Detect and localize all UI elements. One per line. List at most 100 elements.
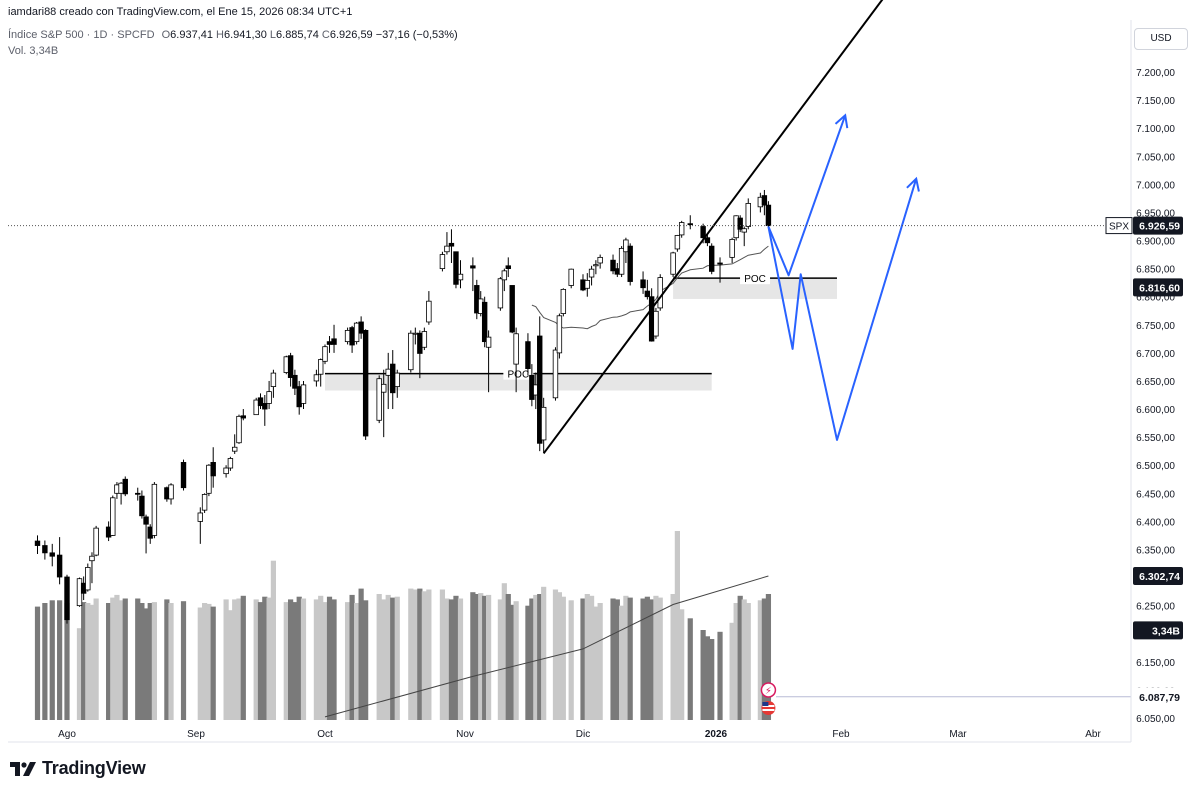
x-tick-label: Sep [187, 729, 205, 740]
volume-bar [390, 597, 396, 720]
price-axis: 7.200,00 7.150,00 7.100,00 7.050,00 7.000,00… [1105, 20, 1184, 742]
lightning-icon: ⚡ [765, 686, 772, 697]
projection-arrowhead [834, 113, 849, 129]
candle-body [552, 349, 559, 399]
candle-body [417, 332, 423, 354]
candle-body [93, 527, 99, 556]
volume-bar [143, 608, 149, 720]
sma-price-line [531, 245, 769, 330]
candle-body [537, 335, 543, 444]
volume-bar [482, 595, 488, 720]
candle-body [525, 341, 531, 369]
volume-bar [64, 603, 70, 720]
projection-path [767, 178, 918, 441]
volume-bar [81, 602, 87, 720]
projection-path [767, 114, 847, 277]
candle-body [540, 406, 547, 441]
candle-body [412, 332, 419, 335]
candle-body [64, 576, 70, 621]
earnings-icon [760, 682, 777, 698]
volume-bar [76, 628, 83, 720]
volume-bar [657, 597, 663, 720]
volume-bar [478, 593, 484, 720]
volume-bar [151, 602, 157, 720]
volume-bar [262, 596, 268, 720]
volume-bar [737, 595, 743, 720]
y-tick-label: 6.700,00 [1136, 349, 1175, 360]
volume-bar [363, 600, 369, 720]
price-label-text: 3,34B [1152, 625, 1180, 637]
candle-body [353, 322, 360, 343]
volume-bar [326, 596, 333, 720]
price-label-box [1133, 278, 1183, 297]
candle-body [362, 329, 369, 437]
y-tick-label: 6.600,00 [1136, 405, 1175, 416]
volume-bar [313, 599, 319, 720]
candle-body [236, 415, 242, 444]
volume-bar [421, 591, 427, 720]
candle-body [89, 555, 95, 562]
volume-bar [114, 594, 120, 720]
change-value: −37,16 (−0,53%) [375, 29, 458, 41]
symbol-name[interactable]: Índice S&P 500 · 1D · SPCFD [8, 29, 155, 41]
y-tick-label: 6.400,00 [1136, 517, 1175, 528]
volume-bar [300, 598, 307, 720]
candle-body [292, 374, 298, 389]
x-tick-label: Abr [1085, 729, 1101, 740]
x-tick-label: 2026 [705, 729, 728, 740]
low-value: 6.885,74 [276, 29, 319, 41]
price-label-box [1132, 687, 1184, 707]
volume-bar [757, 600, 763, 720]
author-line: iamdari88 creado con TradingView.com, el… [8, 6, 353, 18]
y-tick-label: 6.250,00 [1136, 602, 1175, 613]
x-tick-label: Mar [949, 729, 967, 740]
candle-body [390, 363, 396, 394]
volume-bar [687, 618, 693, 720]
candle-body [584, 280, 590, 289]
poc-zones: POC POC [325, 271, 837, 391]
candle-body [704, 237, 711, 244]
volume-bar [700, 630, 706, 720]
volume-bar [344, 602, 351, 720]
volume-bar [529, 598, 535, 720]
candle-body [485, 336, 492, 348]
poc-label: POC [744, 274, 766, 285]
volume-bar [733, 603, 739, 720]
volume-bar [139, 603, 145, 720]
volume-bar [765, 594, 772, 720]
candle-body [457, 273, 464, 281]
candle-body [657, 277, 663, 309]
candle-body [49, 552, 55, 557]
volume-bar [283, 602, 289, 720]
price-label-text: 6.926,59 [1139, 221, 1180, 233]
currency-button[interactable]: USD [1134, 28, 1188, 50]
trendline [542, 0, 884, 455]
y-tick-label: 6.900,00 [1136, 237, 1175, 248]
candle-body [745, 203, 751, 227]
volume-bar [457, 598, 464, 720]
volume-bar [556, 592, 562, 720]
drawings: ⚡ [8, 0, 1131, 715]
volume-bar [588, 595, 595, 720]
y-tick-label: 6.650,00 [1136, 377, 1175, 388]
candle-body [253, 399, 259, 416]
volume-bar [322, 602, 328, 720]
candle-body [588, 268, 595, 278]
candle-body [497, 278, 504, 309]
y-tick-label: 6.450,00 [1136, 489, 1175, 500]
volume-bar [552, 589, 559, 720]
volume-bar [49, 600, 55, 720]
ohlc-values: O6.937,41 H6.941,30 L6.885,74 C6.926,59 … [162, 29, 458, 41]
volume-bar [444, 598, 450, 720]
candle-body [505, 265, 511, 270]
candle-body [610, 259, 616, 272]
tradingview-logo[interactable]: TradingView [10, 758, 146, 779]
price-label-text: 6.816,60 [1139, 282, 1180, 294]
low-label: L [269, 29, 277, 41]
volume-bar [505, 594, 511, 720]
volume-bar [627, 597, 633, 720]
volume-bar [408, 588, 414, 720]
volume-bar [679, 609, 685, 720]
volume-bar [568, 600, 574, 720]
